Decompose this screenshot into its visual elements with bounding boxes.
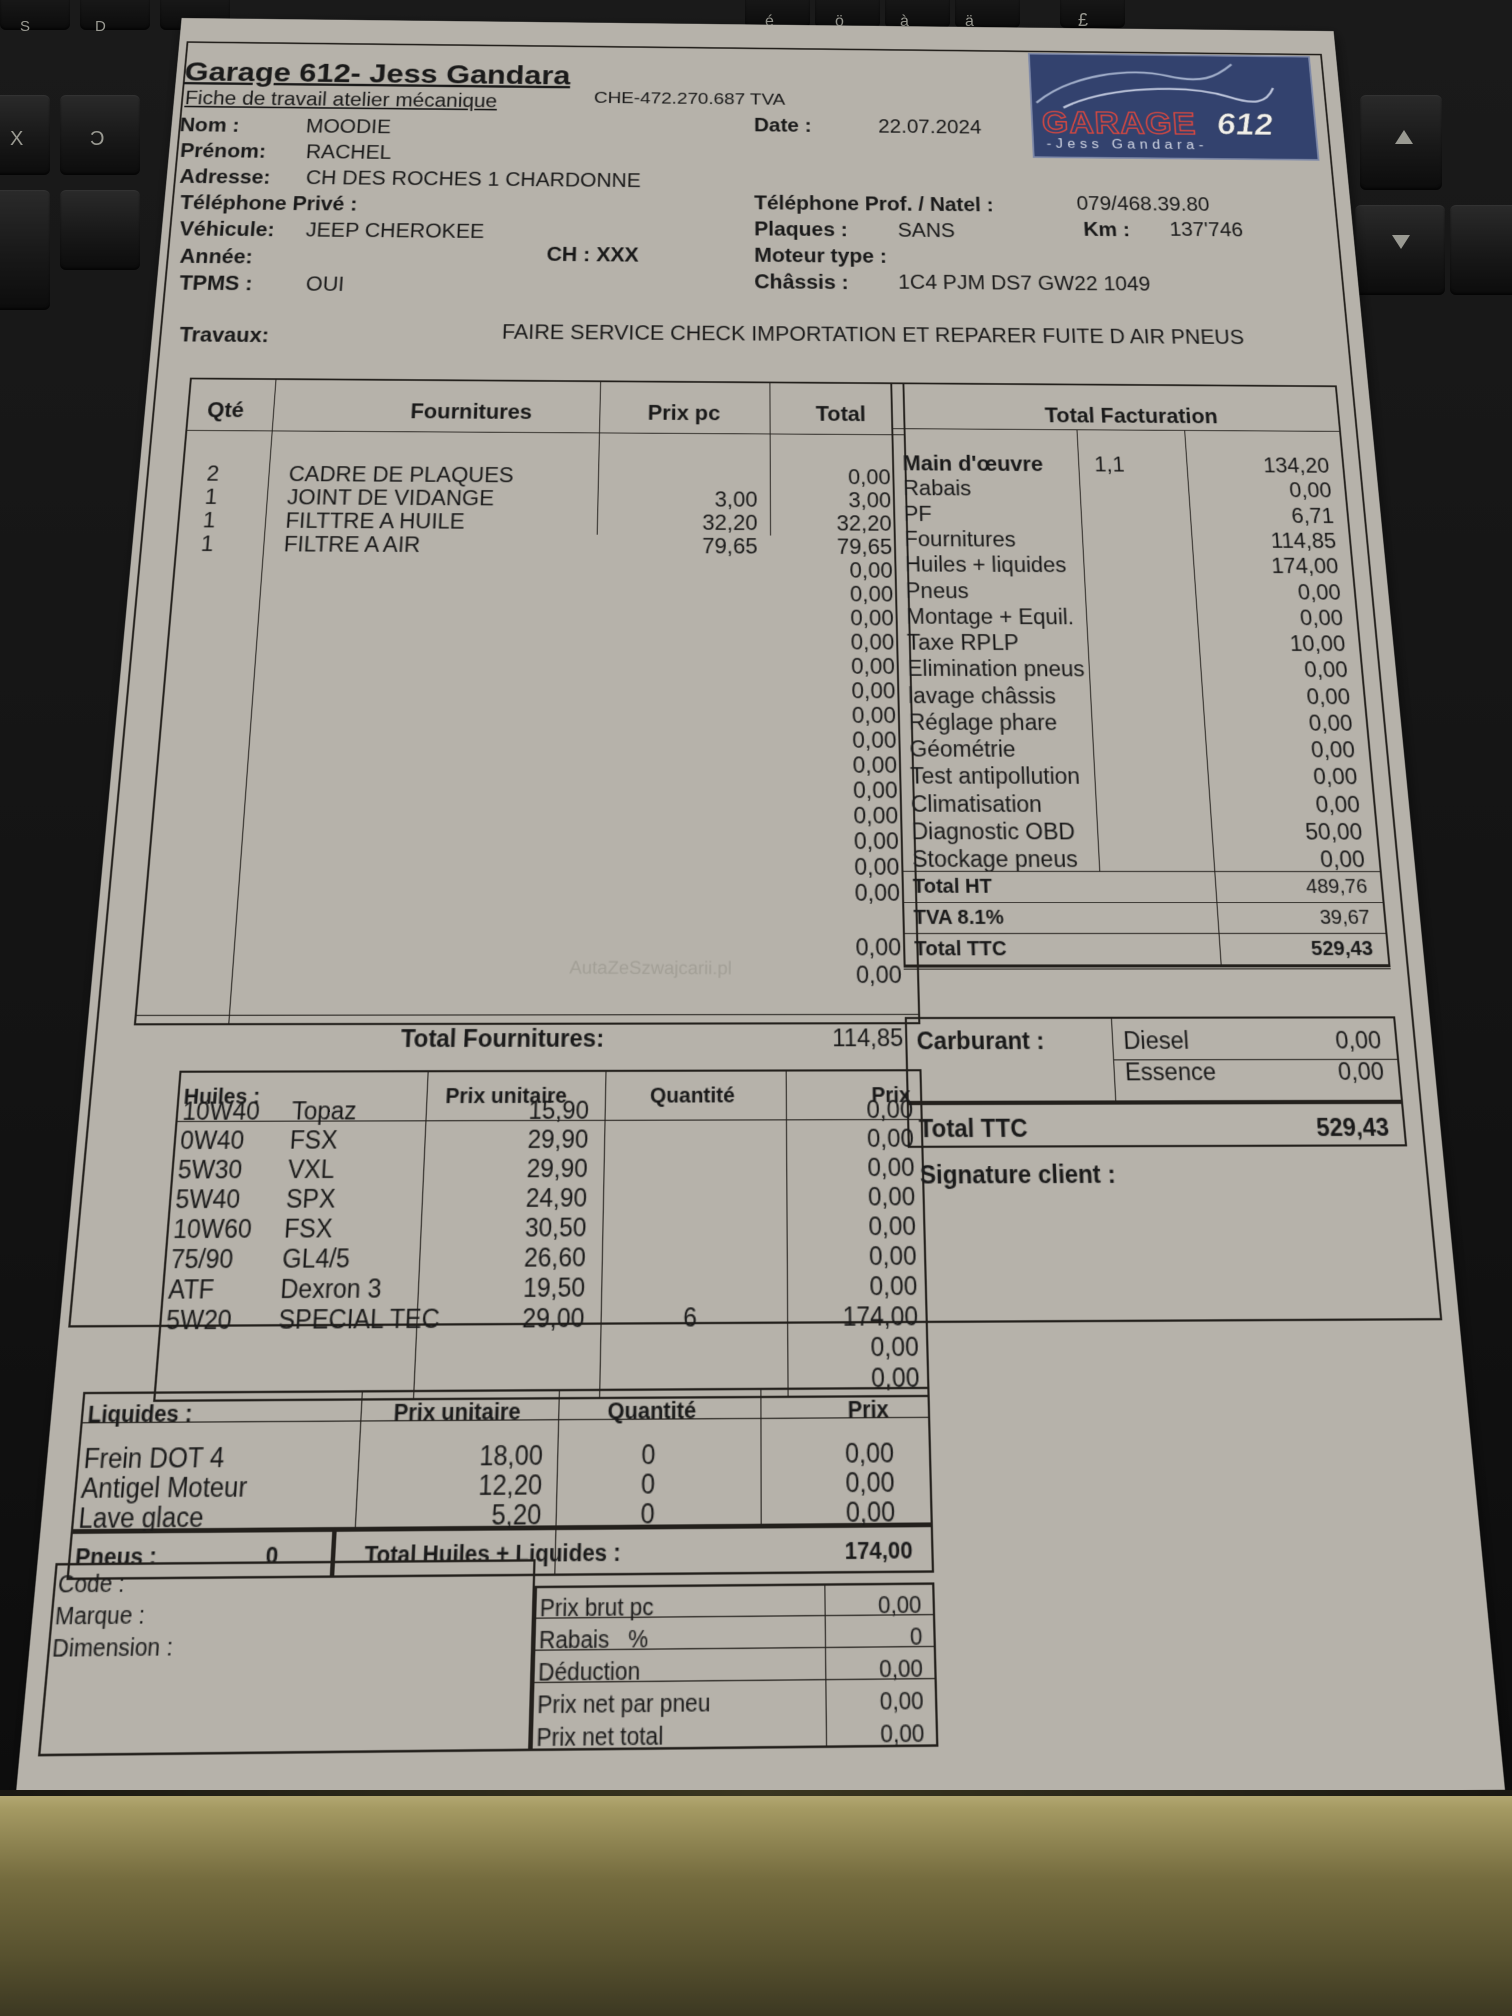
svg-text:GARAGE: GARAGE — [1041, 105, 1197, 140]
svg-text:612: 612 — [1215, 107, 1274, 141]
